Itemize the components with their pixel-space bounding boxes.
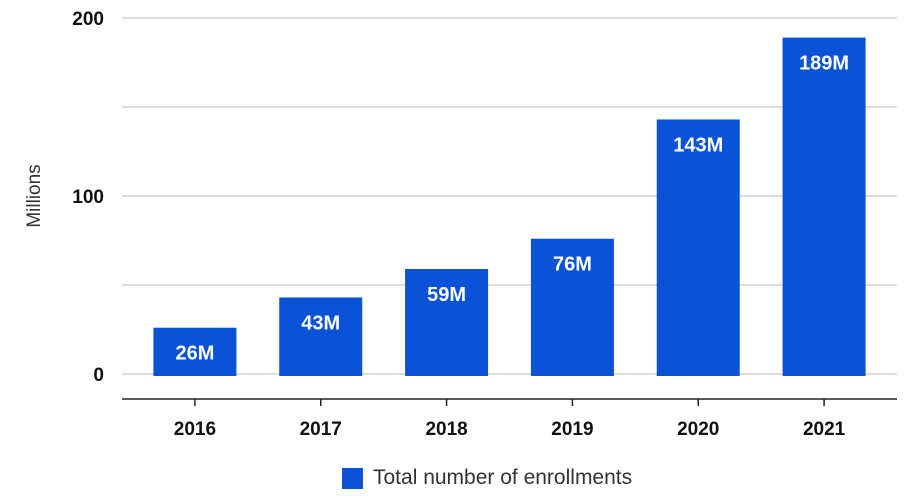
- tick-labels: 0 100 200 2016 2017 2018 2019 2020 2021: [72, 9, 845, 440]
- bar-labels: 26M 43M 59M 76M 143M 189M: [175, 53, 849, 365]
- legend: Total number of enrollments: [342, 466, 632, 490]
- bar: [279, 297, 363, 376]
- bar: [656, 119, 740, 377]
- bar-data-label: 189M: [799, 53, 849, 75]
- y-tick-label: 100: [72, 187, 104, 208]
- bar: [530, 238, 614, 376]
- x-tick-label: 2020: [677, 419, 719, 440]
- bar-data-label: 43M: [301, 312, 340, 334]
- bar-data-label: 76M: [553, 254, 592, 276]
- legend-label: Total number of enrollments: [373, 466, 633, 489]
- bar: [405, 268, 489, 376]
- bars: [153, 37, 866, 377]
- x-tick-label: 2018: [425, 419, 467, 440]
- y-tick-label: 0: [93, 365, 104, 386]
- bar-data-label: 143M: [673, 134, 723, 156]
- x-tick-label: 2016: [174, 419, 216, 440]
- bar: [782, 37, 866, 376]
- legend-swatch: [342, 467, 363, 489]
- y-axis-label: Millions: [24, 164, 45, 227]
- x-tick-label: 2017: [300, 419, 342, 440]
- bar: [153, 327, 237, 376]
- gridlines: [122, 17, 897, 375]
- x-tick-label: 2019: [551, 419, 593, 440]
- y-tick-label: 200: [72, 9, 104, 30]
- bar-data-label: 26M: [175, 343, 214, 365]
- x-tick-label: 2021: [803, 419, 846, 440]
- bar-data-label: 59M: [427, 284, 466, 306]
